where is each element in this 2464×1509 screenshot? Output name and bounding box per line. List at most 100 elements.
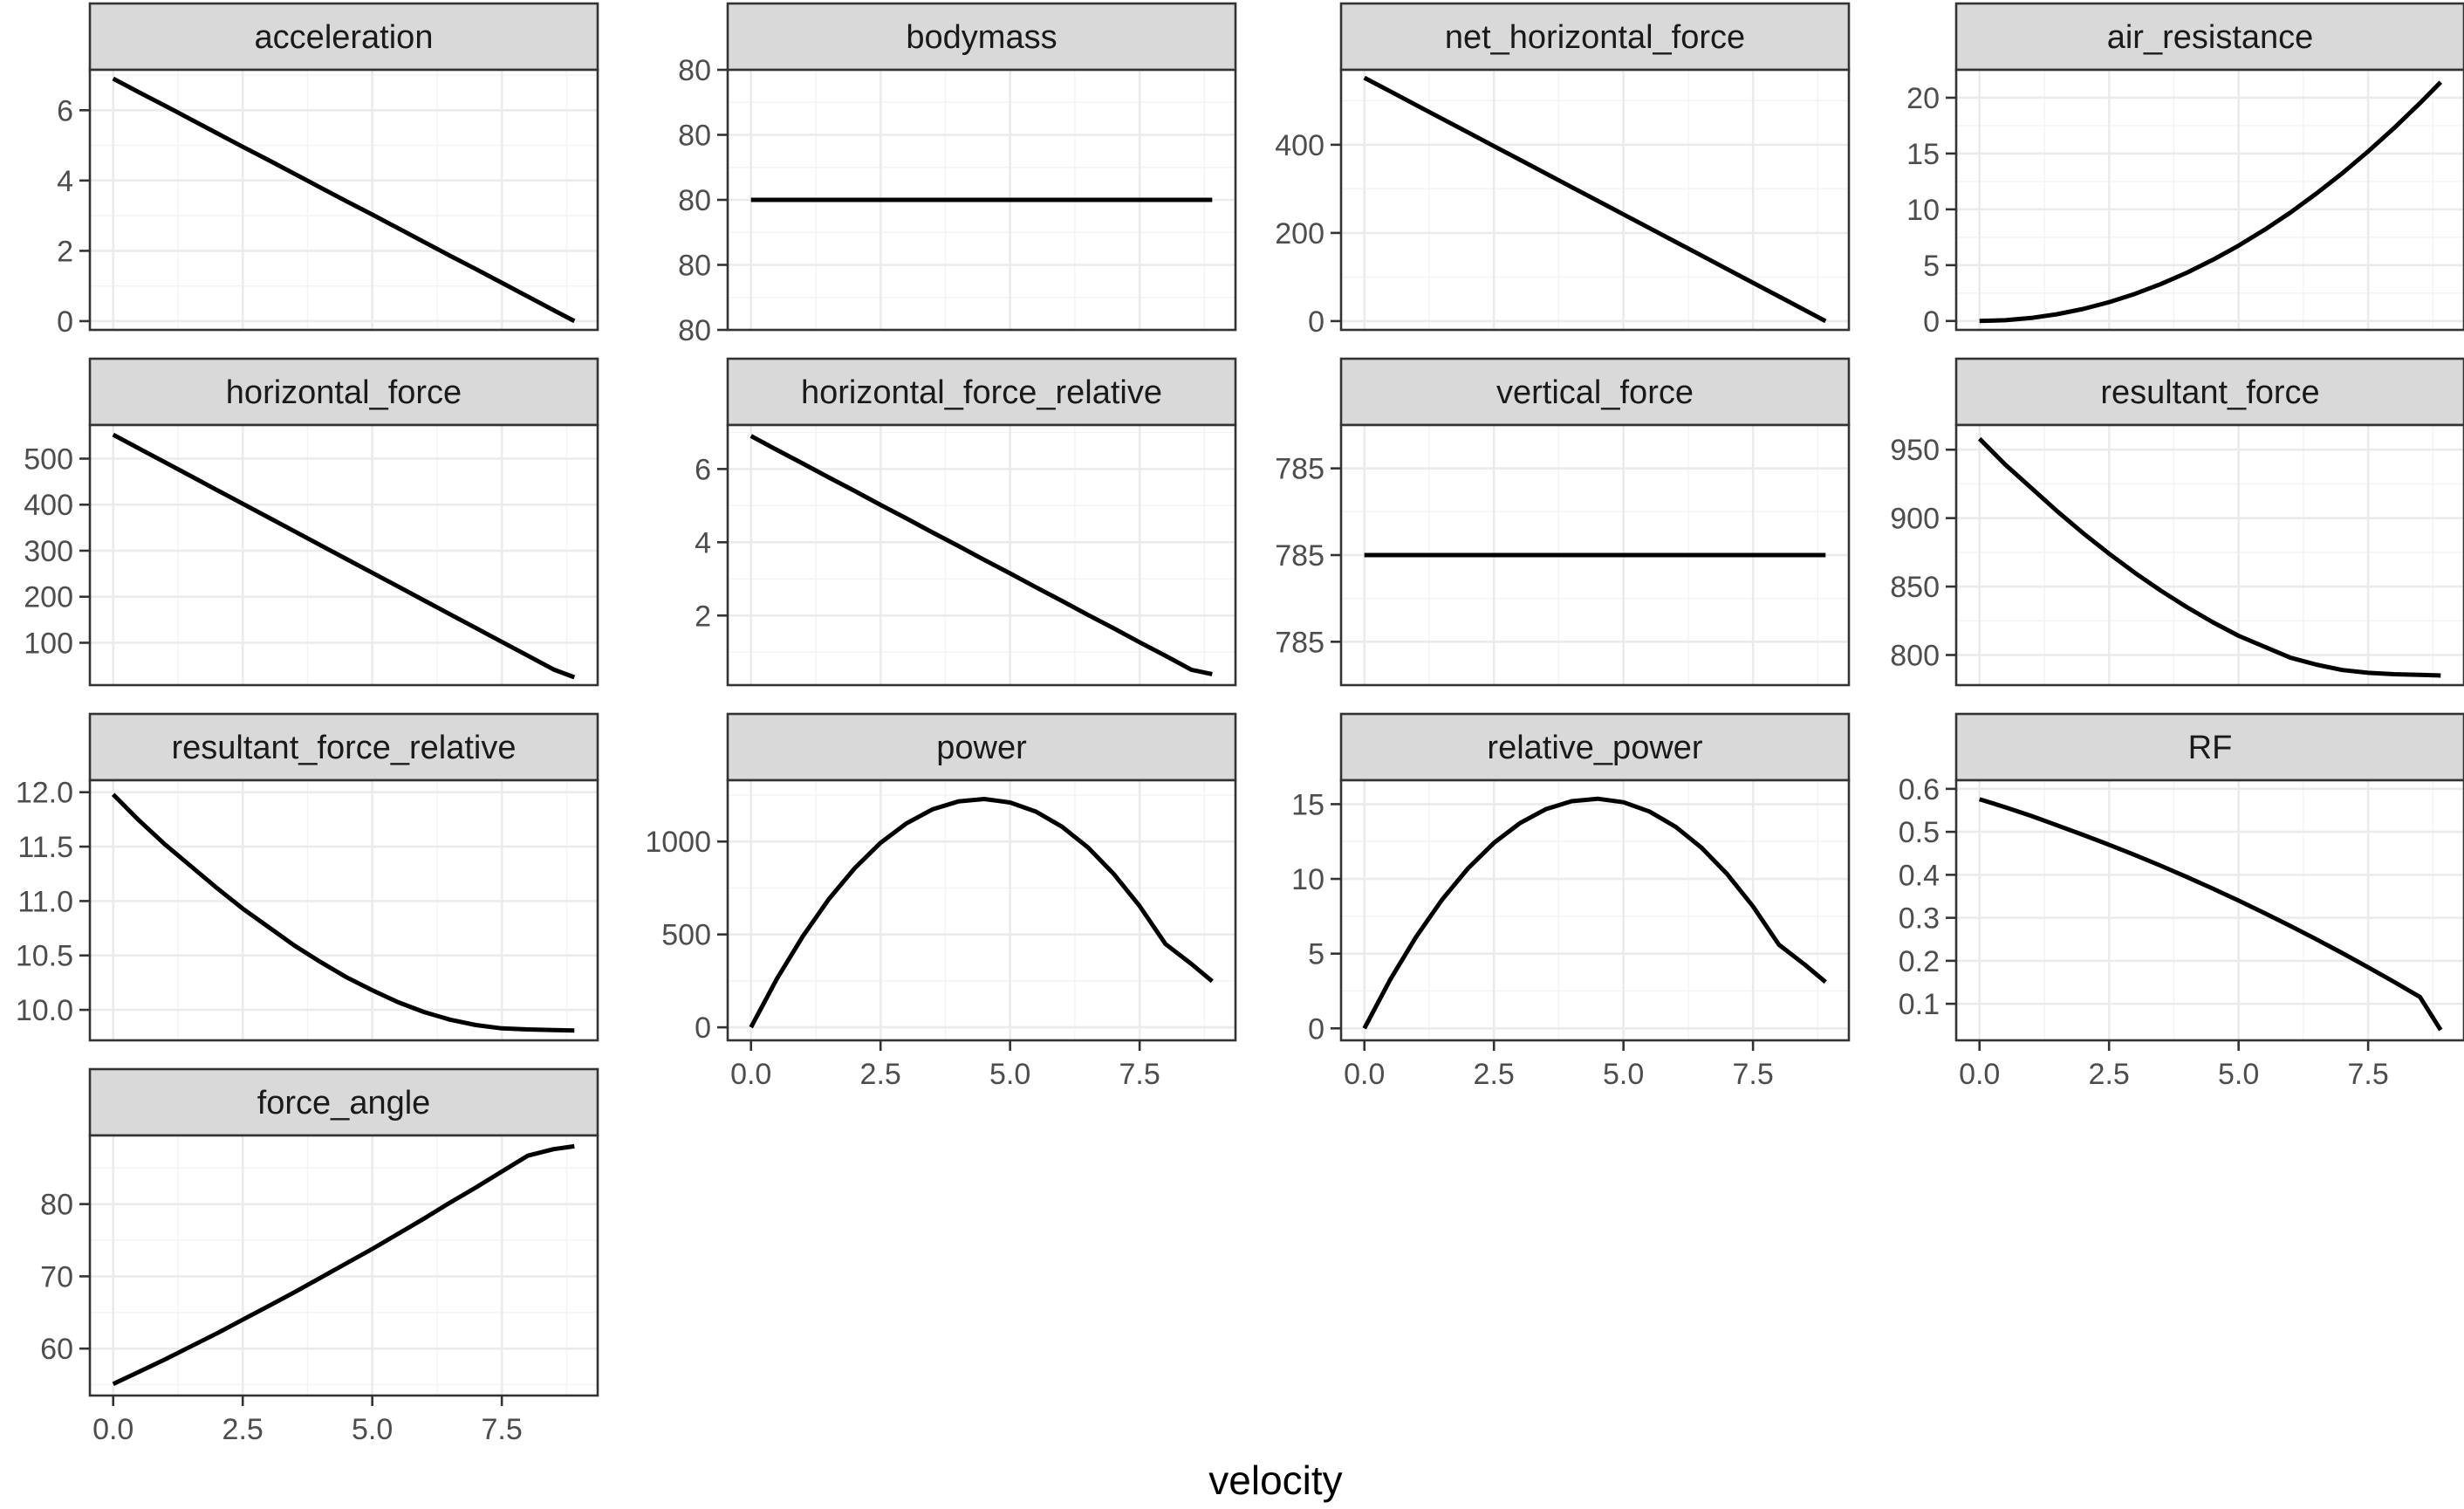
y-tick-label: 12.0 xyxy=(16,777,73,810)
x-tick-label: 7.5 xyxy=(2347,1058,2388,1091)
facet-strip-label: resultant_force xyxy=(2100,374,2319,411)
y-tick-label: 0.5 xyxy=(1899,816,1940,849)
y-tick-label: 80 xyxy=(678,120,711,153)
panel-background xyxy=(1956,70,2464,330)
panel-background xyxy=(1341,780,1849,1040)
y-tick-label: 4 xyxy=(57,165,73,198)
series-line-net-horizontal-force xyxy=(1363,75,1827,324)
y-tick-label: 785 xyxy=(1275,453,1324,486)
series-line-force-angle xyxy=(112,1143,575,1387)
y-tick-label: 6 xyxy=(695,453,711,486)
panel-background xyxy=(1956,425,2464,685)
y-tick-label: 1000 xyxy=(645,826,711,859)
y-tick-label: 10 xyxy=(1906,194,1940,227)
facet-strip xyxy=(726,2,1237,72)
panel-border xyxy=(726,779,1237,1042)
panel-background xyxy=(728,780,1235,1040)
series-line-resultant-force xyxy=(1977,436,2441,678)
facet-strip xyxy=(88,357,599,427)
y-tick-label: 60 xyxy=(40,1333,73,1366)
panel-border xyxy=(88,779,599,1042)
y-tick-label: 80 xyxy=(678,314,711,347)
y-tick-label: 900 xyxy=(1890,503,1940,536)
y-tick-label: 5 xyxy=(1923,250,1940,283)
x-tick-label: 0.0 xyxy=(1344,1058,1385,1091)
y-tick-label: 400 xyxy=(1275,129,1324,162)
facet-vertical-force: vertical_force 785 785 785 xyxy=(1275,357,1851,687)
x-tick-label: 0.0 xyxy=(1959,1058,2000,1091)
panel-border xyxy=(1954,423,2464,687)
series-line-horizontal-force xyxy=(112,432,576,680)
y-tick-label: 785 xyxy=(1275,626,1324,659)
y-tick-label: 15 xyxy=(1291,788,1324,821)
panel-border xyxy=(1339,779,1851,1042)
facet-strip xyxy=(1339,2,1851,72)
y-tick-label: 2 xyxy=(695,600,711,633)
facet-strip-label: horizontal_force_relative xyxy=(801,374,1162,411)
facet-strip xyxy=(88,1067,599,1137)
y-tick-label: 4 xyxy=(695,526,711,559)
y-tick-label: 6 xyxy=(57,94,73,127)
panel-border xyxy=(1954,68,2464,332)
facet-strip-label: RF xyxy=(2188,730,2233,766)
series-line-horizontal-force-relative xyxy=(749,434,1213,676)
y-tick-label: 0.6 xyxy=(1899,773,1940,806)
facet-panels: acceleration 0 2 4 6 bodymass 80 80 80 80 80 net_ho… xyxy=(16,2,2464,1446)
y-tick-label: 10 xyxy=(1291,863,1324,896)
facet-strip xyxy=(1954,357,2464,427)
facet-power: power 0 500 1000 0.0 2.5 5.0 7.5 xyxy=(645,712,1237,1091)
x-tick-label: 7.5 xyxy=(481,1413,522,1446)
series-line-acceleration xyxy=(112,76,576,324)
y-tick-label: 0.4 xyxy=(1899,859,1940,892)
facet-strip-label: vertical_force xyxy=(1496,374,1694,411)
panel-background xyxy=(1956,780,2464,1040)
x-tick-label: 5.0 xyxy=(2218,1058,2259,1091)
y-tick-label: 785 xyxy=(1275,539,1324,573)
y-tick-label: 0.3 xyxy=(1899,902,1940,936)
y-tick-label: 0 xyxy=(57,305,73,339)
panel-border xyxy=(88,1134,599,1397)
facet-strip-label: resultant_force_relative xyxy=(172,730,517,766)
x-tick-label: 7.5 xyxy=(1732,1058,1773,1091)
facet-horizontal-force-relative: horizontal_force_relative 2 4 6 xyxy=(695,357,1237,687)
facet-horizontal-force: horizontal_force 100 200 300 400 500 xyxy=(24,357,599,687)
facet-strip xyxy=(1954,712,2464,782)
facet-strip-label: power xyxy=(936,730,1027,766)
x-tick-label: 0.0 xyxy=(92,1413,133,1446)
facet-strip-label: force_angle xyxy=(257,1085,431,1121)
y-tick-label: 200 xyxy=(1275,217,1324,250)
y-tick-label: 80 xyxy=(678,54,711,87)
facet-strip xyxy=(726,712,1237,782)
x-tick-label: 7.5 xyxy=(1119,1058,1160,1091)
y-tick-label: 11.5 xyxy=(17,831,73,864)
facet-air-resistance: air_resistance 0 5 10 15 20 xyxy=(1906,2,2464,339)
facet-strip xyxy=(88,2,599,72)
facet-strip-label: acceleration xyxy=(255,19,434,56)
panel-border xyxy=(88,423,599,687)
facet-strip-label: air_resistance xyxy=(2107,19,2314,56)
facet-resultant-force: resultant_force 800 850 900 950 xyxy=(1890,357,2464,687)
y-tick-label: 80 xyxy=(678,184,711,217)
x-tick-label: 2.5 xyxy=(1474,1058,1515,1091)
y-tick-label: 800 xyxy=(1890,639,1940,672)
y-tick-label: 0 xyxy=(1308,1012,1324,1046)
x-tick-label: 5.0 xyxy=(989,1058,1030,1091)
x-axis-title: velocity xyxy=(1208,1458,1342,1503)
facet-RF: RF 0.1 0.2 0.3 0.4 0.5 0.6 0.0 2.5 5.0 7.5 xyxy=(1899,712,2464,1091)
facet-resultant-force-relative: resultant_force_relative 10.0 10.5 11.0 11.5… xyxy=(16,712,599,1042)
y-tick-label: 10.0 xyxy=(16,994,73,1027)
panel-border xyxy=(88,68,599,332)
series-line-power xyxy=(749,797,1214,1029)
y-tick-label: 950 xyxy=(1890,434,1940,467)
panel-border xyxy=(1339,68,1851,332)
series-line-resultant-force-relative xyxy=(111,792,575,1033)
series-line-RF xyxy=(1978,797,2443,1032)
y-tick-label: 500 xyxy=(24,443,73,477)
y-tick-label: 200 xyxy=(24,581,73,614)
y-tick-label: 400 xyxy=(24,489,73,522)
facet-strip-label: relative_power xyxy=(1487,730,1702,766)
x-tick-label: 5.0 xyxy=(352,1413,393,1446)
facet-strip-label: horizontal_force xyxy=(226,374,462,411)
x-tick-label: 2.5 xyxy=(2089,1058,2130,1091)
